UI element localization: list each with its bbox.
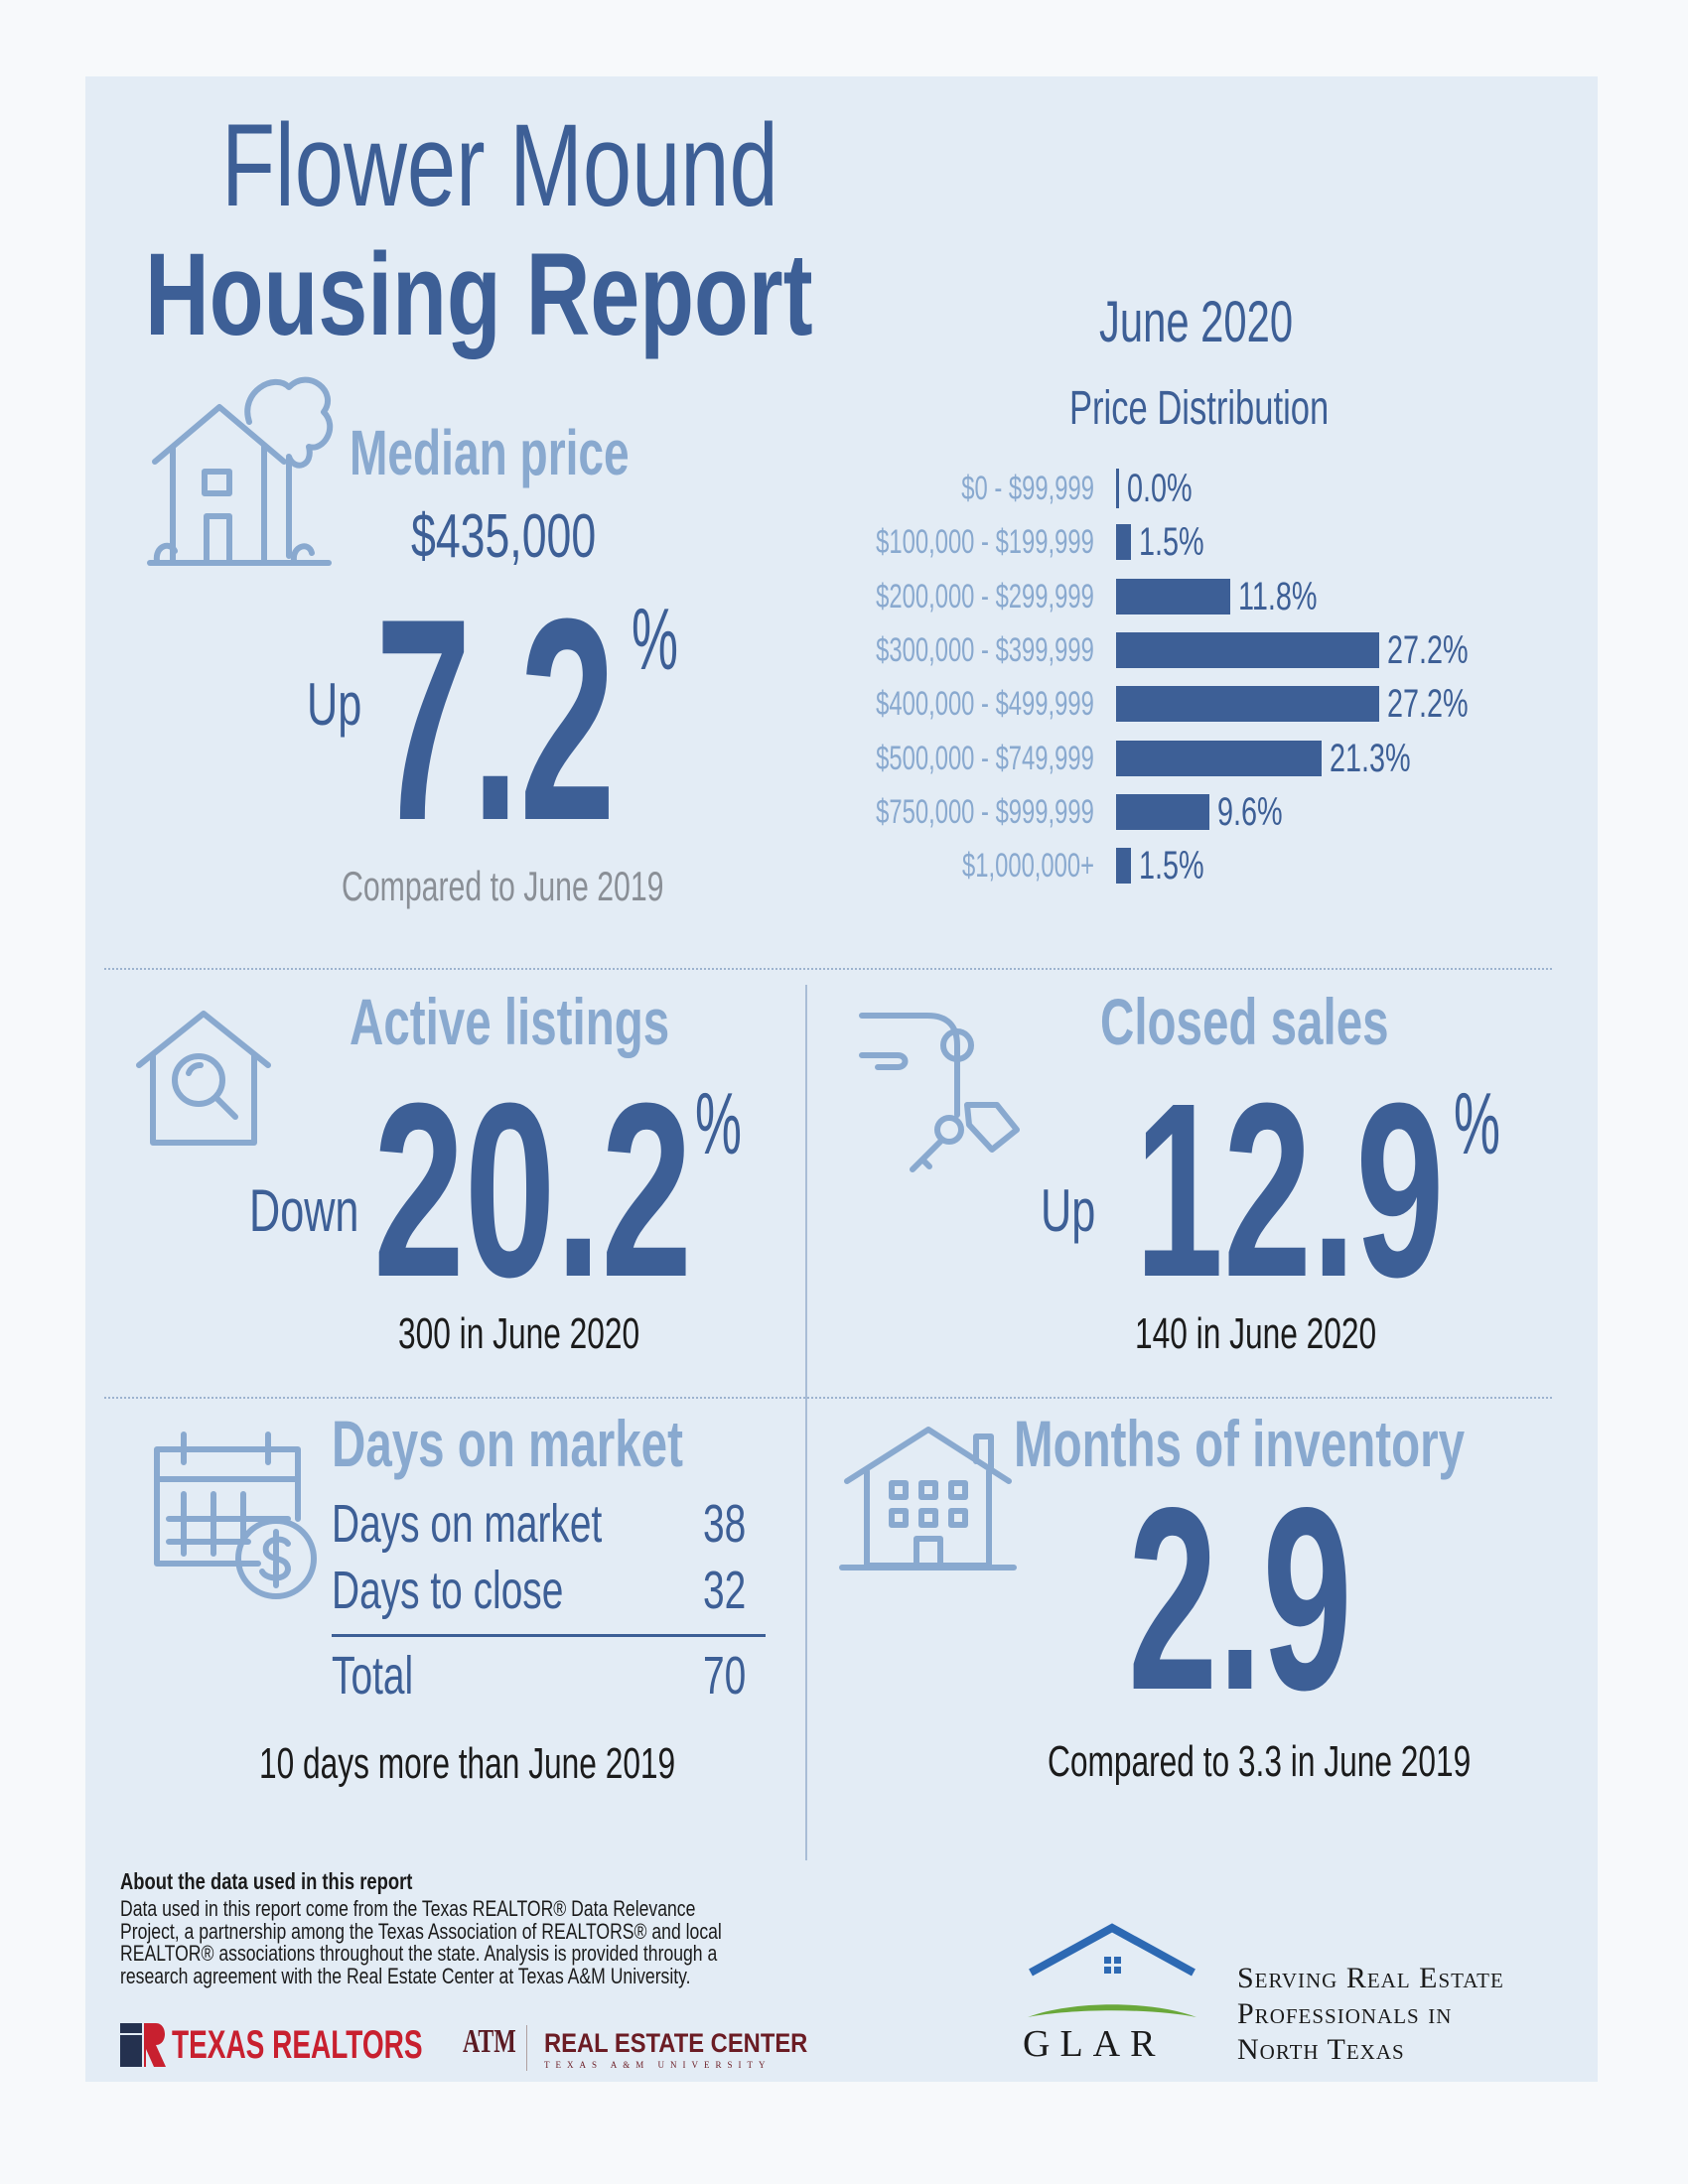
months-inventory-detail: Compared to 3.3 in June 2019 <box>1048 1737 1472 1786</box>
glar-tagline-2: Professionals in <box>1237 1997 1453 2030</box>
bar-value-label: 27.2% <box>1386 682 1469 727</box>
chart-title: Price Distribution <box>1069 382 1330 435</box>
days-to-close-label: Days to close <box>332 1561 564 1620</box>
about-title: About the data used in this report <box>120 1868 413 1894</box>
bar-value-label: 1.5% <box>1138 520 1204 565</box>
median-price-heading: Median price <box>350 417 630 488</box>
calendar-dollar-icon <box>154 1432 317 1599</box>
glar-logo-text: GLAR <box>1023 2023 1166 2065</box>
title-line-2: Housing Report <box>145 229 813 360</box>
closed-sales-heading: Closed sales <box>1100 985 1389 1058</box>
total-value: 70 <box>703 1646 747 1706</box>
active-listings-direction: Down <box>249 1177 359 1244</box>
logo-divider <box>526 2025 527 2071</box>
atm-logo: ATM <box>463 2023 516 2060</box>
days-on-market-value: 38 <box>703 1494 747 1554</box>
bar <box>1116 469 1119 508</box>
bar-category-label: $750,000 - $999,999 <box>876 792 1094 831</box>
bar-category-label: $0 - $99,999 <box>961 470 1094 507</box>
glar-tagline-3: North Texas <box>1237 2033 1405 2066</box>
total-rule <box>332 1634 766 1637</box>
divider <box>104 968 1552 970</box>
median-price-change: 7.2 <box>375 559 616 881</box>
active-listings-detail: 300 in June 2020 <box>398 1309 640 1358</box>
bar-value-label: 11.8% <box>1237 574 1318 618</box>
bar <box>1116 631 1379 668</box>
report-period: June 2020 <box>1099 290 1294 354</box>
real-estate-center-logo: REAL ESTATE CENTER <box>544 2028 808 2058</box>
bar-category-label: $500,000 - $749,999 <box>876 739 1094 777</box>
active-listings-percent: % <box>695 1074 742 1172</box>
divider-vertical <box>805 985 807 1860</box>
bar-category-label: $200,000 - $299,999 <box>876 577 1094 615</box>
bar-value-label: 21.3% <box>1330 736 1412 780</box>
texas-realtors-text: TEXAS REALTORS <box>172 2023 423 2067</box>
days-to-close-value: 32 <box>703 1561 747 1620</box>
closed-sales-percent: % <box>1454 1074 1500 1172</box>
glar-house-icon <box>1028 1923 1196 2017</box>
bar <box>1116 578 1230 614</box>
building-icon <box>839 1427 1017 1570</box>
glar-tagline-1: Serving Real Estate <box>1237 1962 1504 1994</box>
divider <box>104 1397 1552 1399</box>
closed-sales-direction: Up <box>1041 1177 1096 1244</box>
active-listings-change: 20.2 <box>373 1051 693 1328</box>
real-estate-center-sub: TEXAS A&M UNIVERSITY <box>544 2060 772 2070</box>
months-inventory-value: 2.9 <box>1128 1453 1352 1744</box>
bar-value-label: 1.5% <box>1138 844 1204 888</box>
closed-sales-detail: 140 in June 2020 <box>1135 1309 1377 1358</box>
bar-category-label: $400,000 - $499,999 <box>876 685 1094 724</box>
report-page <box>85 76 1598 2082</box>
bar-value-label: 0.0% <box>1127 467 1193 510</box>
median-price-percent: % <box>632 590 678 688</box>
bar-category-label: $100,000 - $199,999 <box>876 523 1094 562</box>
title-line-1: Flower Mound <box>221 100 778 231</box>
bar <box>1116 524 1131 561</box>
median-price-comparison: Compared to June 2019 <box>342 863 664 909</box>
active-listings-heading: Active listings <box>350 985 670 1058</box>
bar <box>1116 793 1209 830</box>
texas-realtors-star-icon <box>120 2023 166 2067</box>
bar <box>1116 848 1131 885</box>
hand-keys-icon <box>859 1013 1020 1172</box>
house-tree-icon <box>147 376 334 566</box>
bar <box>1116 740 1323 776</box>
bar-value-label: 27.2% <box>1386 627 1469 672</box>
months-inventory-heading: Months of inventory <box>1014 1407 1466 1480</box>
bar-value-label: 9.6% <box>1216 789 1283 834</box>
median-price-direction: Up <box>307 671 362 738</box>
bar <box>1116 686 1379 723</box>
days-on-market-detail: 10 days more than June 2019 <box>259 1739 676 1788</box>
about-body: Data used in this report come from the T… <box>120 1896 722 1988</box>
closed-sales-change: 12.9 <box>1135 1051 1445 1328</box>
days-on-market-label: Days on market <box>332 1494 603 1554</box>
total-label: Total <box>332 1646 414 1706</box>
house-search-icon <box>136 1011 271 1146</box>
bar-category-label: $300,000 - $399,999 <box>876 630 1094 669</box>
bar-category-label: $1,000,000+ <box>961 847 1094 886</box>
days-on-market-heading: Days on market <box>332 1407 683 1480</box>
median-price-value: $435,000 <box>411 502 597 571</box>
